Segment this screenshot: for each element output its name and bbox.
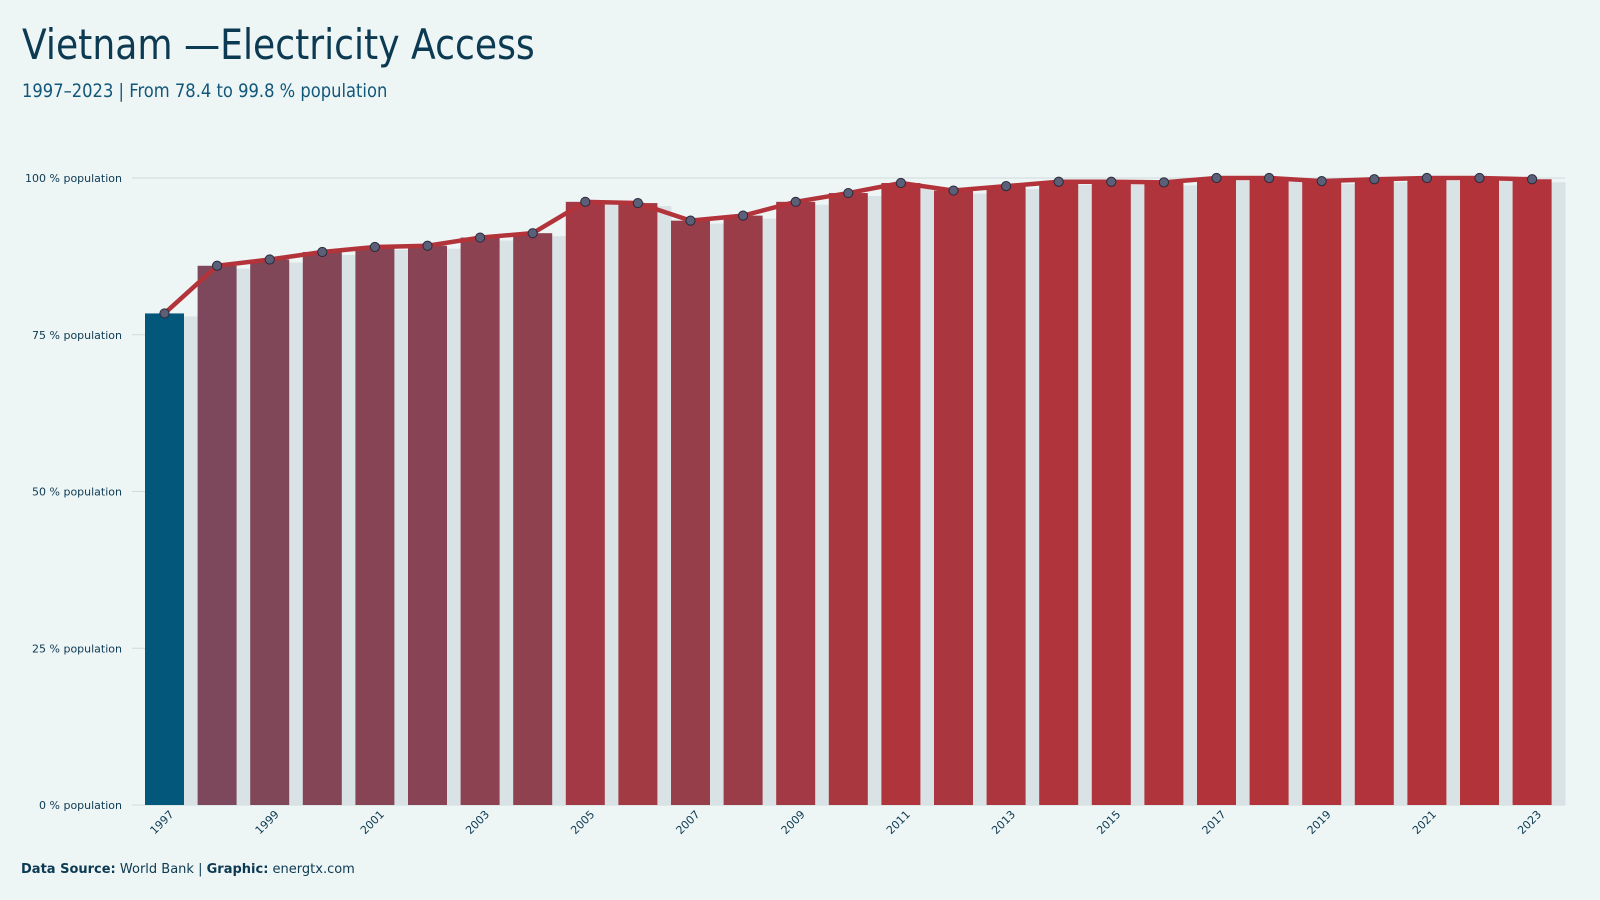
data-point xyxy=(1158,177,1170,188)
bar xyxy=(565,201,605,806)
y-tick-label: 75 % population xyxy=(32,329,122,342)
bar xyxy=(881,183,921,806)
data-point xyxy=(738,210,749,221)
x-tick-label: 2003 xyxy=(463,808,492,837)
x-tick-label: 1999 xyxy=(253,808,282,837)
bar xyxy=(460,237,500,805)
bar xyxy=(1197,178,1236,805)
x-tick-label: 2005 xyxy=(568,808,597,837)
data-point xyxy=(895,177,907,189)
x-tick-label: 2007 xyxy=(674,808,703,837)
bar xyxy=(1354,179,1394,805)
footer-credits: Data Source: World Bank | Graphic: energ… xyxy=(21,862,355,877)
x-tick-label: 2013 xyxy=(989,808,1018,837)
x-tick-label: 2019 xyxy=(1305,808,1334,837)
data-point xyxy=(632,197,644,209)
data-point xyxy=(1053,176,1064,187)
bar xyxy=(197,265,237,805)
data-point xyxy=(948,185,959,196)
data-point xyxy=(422,240,433,251)
footer-separator: | xyxy=(198,862,203,877)
data-point xyxy=(1474,172,1485,184)
bar xyxy=(1512,179,1552,805)
bar xyxy=(723,215,763,805)
data-point xyxy=(1421,172,1433,184)
data-point xyxy=(790,196,801,207)
bar xyxy=(1407,178,1447,805)
bar xyxy=(1249,178,1289,805)
chart-title: Vietnam —Electricity Access xyxy=(22,20,535,69)
data-point xyxy=(1211,172,1222,184)
data-point xyxy=(527,228,538,239)
x-tick-label: 2009 xyxy=(779,808,808,837)
graphic-label: Graphic: xyxy=(206,862,269,877)
bar xyxy=(776,201,816,806)
data-point xyxy=(212,260,223,271)
bar xyxy=(145,313,184,805)
data-point xyxy=(1106,176,1117,187)
x-tick-label: 2023 xyxy=(1515,808,1544,837)
source-label: Data Source: xyxy=(21,862,116,877)
bar xyxy=(250,259,290,805)
bar xyxy=(1039,181,1079,806)
x-tick-label: 2021 xyxy=(1410,808,1439,837)
bar xyxy=(408,245,447,805)
data-point xyxy=(369,241,380,253)
y-tick-label: 25 % population xyxy=(32,642,122,655)
bar xyxy=(1091,181,1131,806)
y-tick-label: 100 % population xyxy=(25,172,122,185)
data-point xyxy=(1527,174,1538,185)
x-tick-label: 2001 xyxy=(358,808,387,837)
x-tick-label: 2015 xyxy=(1094,808,1123,837)
bar xyxy=(1144,182,1184,805)
bar xyxy=(671,220,710,806)
bar xyxy=(302,251,342,806)
bar xyxy=(828,193,868,806)
graphic-value: energtx.com xyxy=(272,862,355,877)
bar xyxy=(986,186,1026,805)
bar xyxy=(1460,178,1499,805)
data-point xyxy=(1001,181,1012,192)
data-point xyxy=(1369,174,1380,185)
bar xyxy=(1302,181,1342,805)
y-tick-label: 0 % population xyxy=(39,799,122,812)
chart-subtitle: 1997–2023 | From 78.4 to 99.8 % populati… xyxy=(22,80,388,102)
bar xyxy=(618,203,658,805)
data-point xyxy=(685,215,696,226)
y-tick-label: 50 % population xyxy=(32,486,122,499)
data-point xyxy=(317,246,328,258)
data-point xyxy=(1316,176,1327,187)
x-tick-label: 2017 xyxy=(1200,808,1229,837)
bar xyxy=(355,246,395,806)
data-point xyxy=(580,196,591,207)
data-point xyxy=(1264,172,1275,184)
data-point xyxy=(843,187,854,199)
bar xyxy=(934,190,973,806)
data-point xyxy=(475,232,486,243)
x-tick-label: 2011 xyxy=(884,808,913,837)
x-tick-label: 1997 xyxy=(148,808,177,837)
data-point xyxy=(159,308,170,319)
bar xyxy=(513,233,553,805)
source-value: World Bank xyxy=(119,862,194,877)
data-point xyxy=(264,254,275,265)
